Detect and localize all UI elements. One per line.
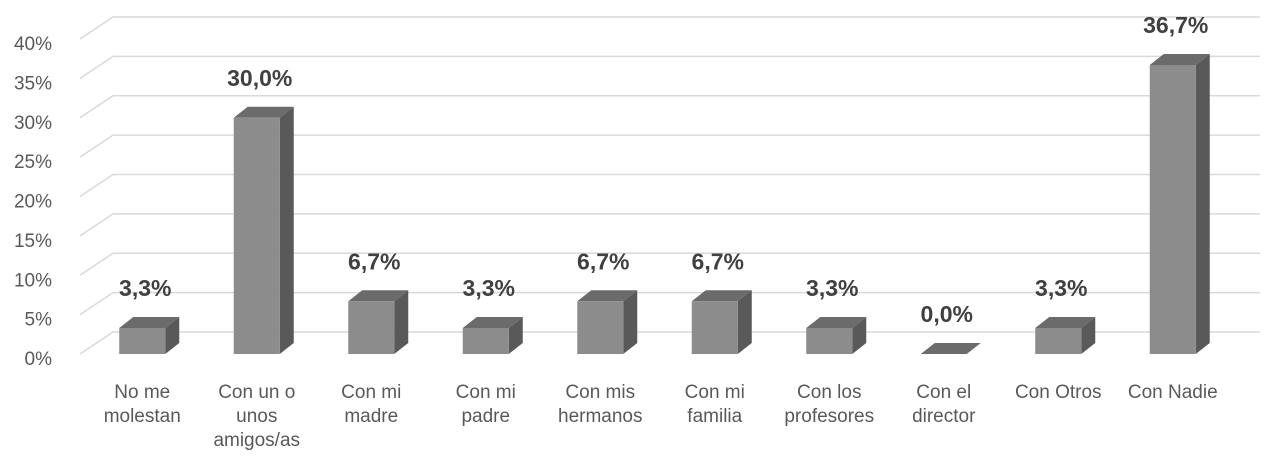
bar-side: [1081, 317, 1096, 354]
bar-front: [119, 328, 166, 354]
bar-top: [691, 290, 752, 302]
x-tick-label: Con mi padre: [455, 382, 516, 427]
value-label: 3,3%: [463, 275, 515, 301]
y-tick-label: 40%: [14, 34, 52, 55]
y-tick-label: 20%: [14, 192, 52, 213]
y-tick-label: 25%: [14, 152, 52, 173]
bar: [119, 317, 180, 354]
bar-front: [806, 328, 853, 354]
value-label: 3,3%: [119, 275, 171, 301]
bar-side: [508, 317, 523, 354]
bar-top: [119, 317, 180, 329]
bar: [691, 290, 752, 354]
grid-line: [79, 331, 1260, 355]
y-tick-label: 30%: [14, 113, 52, 134]
bar-top: [806, 317, 867, 329]
grid-line: [79, 252, 1260, 276]
bar-front: [691, 301, 738, 354]
value-label: 6,7%: [348, 248, 400, 274]
x-tick-label: Con un o unos amigos/as: [213, 382, 301, 451]
bar-side: [852, 317, 867, 354]
bar-front: [233, 117, 280, 354]
bar-front: [462, 328, 509, 354]
bar-front: [348, 301, 395, 354]
bar-front: [577, 301, 624, 354]
value-label: 0,0%: [921, 301, 973, 327]
value-label: 30,0%: [227, 65, 292, 91]
grid-line: [79, 95, 1260, 119]
grid-line: [79, 213, 1260, 237]
bar-top: [1149, 53, 1210, 65]
bar-top: [1035, 317, 1096, 329]
value-label: 36,7%: [1143, 12, 1208, 38]
x-tick-label: Con mi madre: [341, 382, 402, 427]
x-tick-label: Con Otros: [1014, 382, 1102, 403]
grid-line: [79, 134, 1260, 158]
value-label: 6,7%: [692, 248, 744, 274]
bar: [920, 343, 981, 354]
bar: [462, 317, 523, 354]
x-tick-label: Con Nadie: [1127, 382, 1218, 403]
bar-front: [1149, 64, 1196, 355]
x-tick-label: Con los profesores: [784, 382, 875, 427]
grid-line: [79, 173, 1260, 198]
bar-side: [1195, 53, 1210, 355]
x-tick-label: Con mis hermanos: [558, 382, 643, 427]
bar: [806, 317, 867, 354]
grid-line: [79, 55, 1260, 79]
bar: [1035, 317, 1096, 354]
bar-front: [1035, 328, 1082, 354]
bar-top: [233, 106, 294, 118]
bar-top: [577, 290, 638, 302]
bar-side: [279, 106, 294, 354]
x-tick-label: No me molestan: [103, 382, 181, 427]
bar-top: [348, 290, 409, 302]
bar-side: [737, 290, 752, 354]
bar-top: [462, 317, 523, 329]
x-tick-label: Con el director: [912, 382, 976, 427]
grid-line: [79, 16, 1260, 40]
y-tick-label: 5%: [25, 310, 53, 331]
y-tick-label: 10%: [14, 270, 52, 291]
y-tick-label: 15%: [14, 231, 52, 252]
bar-top: [920, 343, 981, 354]
bar: [1149, 53, 1210, 355]
value-label: 3,3%: [1035, 275, 1087, 301]
bar-side: [623, 290, 638, 354]
y-tick-label: 35%: [14, 73, 52, 94]
value-label: 3,3%: [806, 275, 858, 301]
value-label: 6,7%: [577, 248, 629, 274]
bar: [348, 290, 409, 354]
x-tick-label: Con mi familia: [684, 382, 745, 427]
bar: [233, 106, 294, 354]
y-tick-label: 0%: [25, 349, 53, 370]
bar-side: [165, 317, 180, 354]
bar: [577, 290, 638, 354]
grid-line: [79, 291, 1260, 316]
bar-side: [394, 290, 409, 354]
